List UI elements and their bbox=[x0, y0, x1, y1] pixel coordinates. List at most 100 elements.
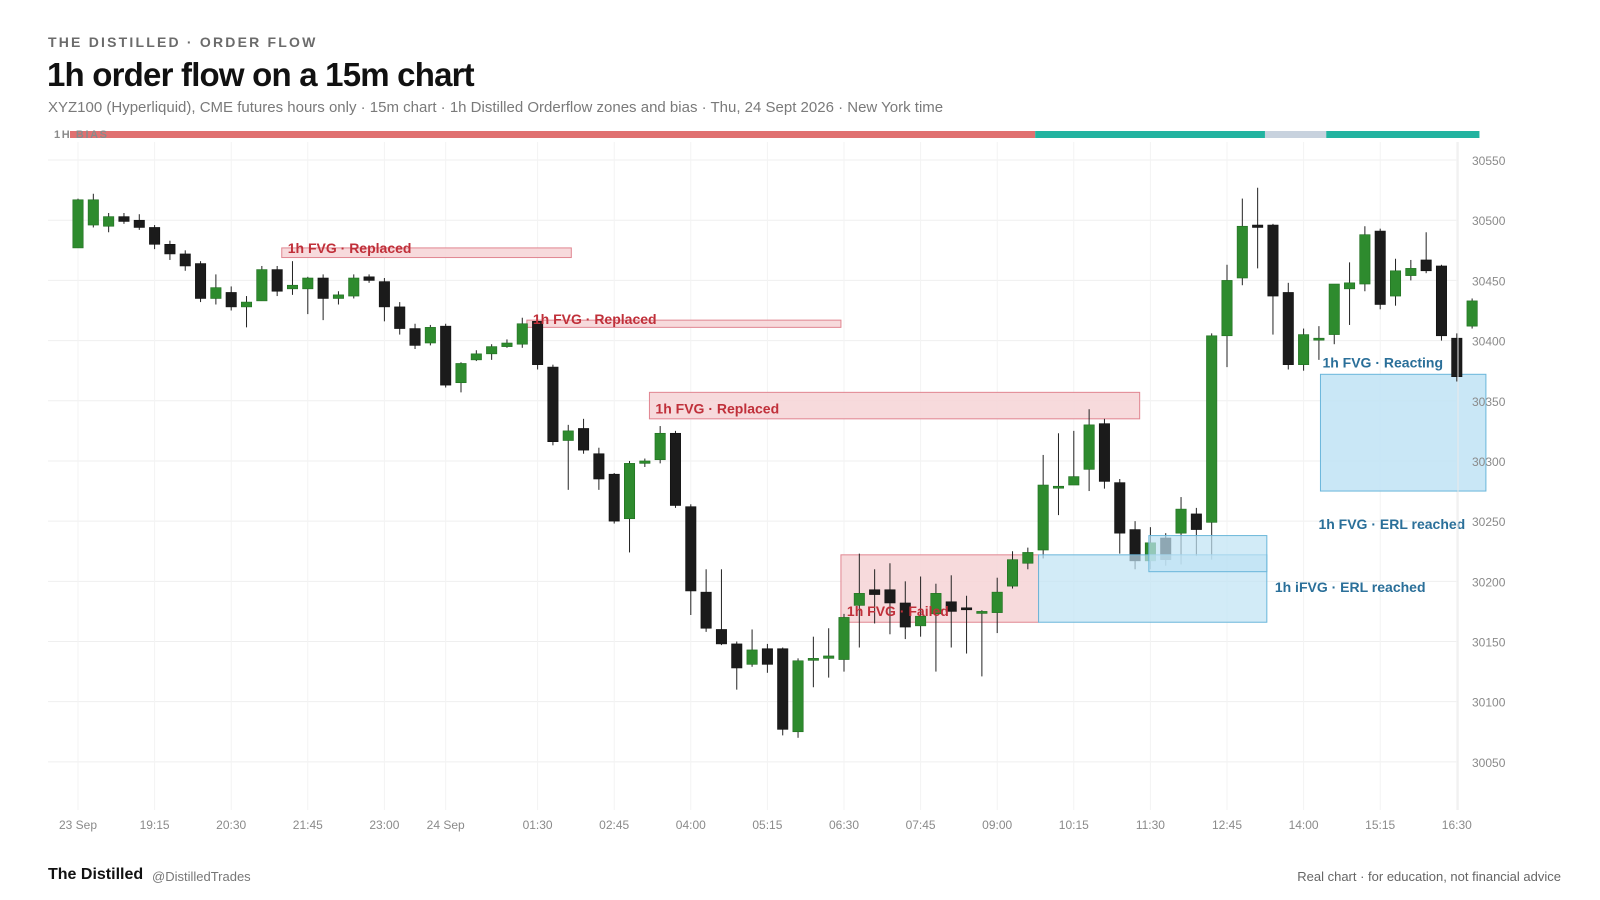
candle-bearish bbox=[1374, 230, 1386, 305]
candle-bearish bbox=[869, 589, 881, 595]
brand-handle: @DistilledTrades bbox=[152, 869, 251, 884]
brand-name: The Distilled bbox=[48, 866, 144, 883]
candle-bearish bbox=[195, 263, 207, 299]
zone-layer bbox=[281, 247, 1487, 623]
candle-bullish bbox=[976, 611, 988, 614]
candle-bullish bbox=[654, 432, 666, 461]
candle-bullish bbox=[1083, 424, 1095, 470]
candle-bullish bbox=[1359, 234, 1371, 285]
candle-bullish bbox=[424, 327, 436, 344]
candle-bullish bbox=[103, 216, 115, 227]
candle-bearish bbox=[1420, 259, 1432, 272]
bullish-zone-label: 1h FVG · Reacting bbox=[1322, 354, 1443, 370]
y-tick-label: 30350 bbox=[1472, 395, 1506, 409]
x-tick-label: 05:15 bbox=[752, 818, 782, 832]
y-tick-label: 30050 bbox=[1472, 756, 1506, 770]
candle-bearish bbox=[118, 216, 130, 222]
candle-bullish bbox=[455, 363, 467, 384]
candle-bearish bbox=[685, 506, 697, 592]
candle-bullish bbox=[1313, 337, 1325, 341]
candle-bearish bbox=[1451, 337, 1463, 378]
candle-bearish bbox=[669, 432, 681, 506]
bullish-zone-label: 1h FVG · ERL reached bbox=[1318, 516, 1465, 532]
candle-bearish bbox=[1114, 482, 1126, 534]
candle-bullish bbox=[838, 617, 850, 660]
candle-bullish bbox=[823, 655, 835, 659]
x-tick-label: 21:45 bbox=[293, 818, 323, 832]
candle-bullish bbox=[746, 649, 758, 665]
candle-bullish bbox=[853, 593, 865, 606]
candle-bullish bbox=[1344, 282, 1356, 290]
x-tick-label: 09:00 bbox=[982, 818, 1012, 832]
x-tick-label: 04:00 bbox=[676, 818, 706, 832]
candle-bearish bbox=[761, 648, 773, 665]
candle-bearish bbox=[133, 219, 145, 228]
candle-bullish bbox=[807, 658, 819, 661]
candle-bullish bbox=[241, 301, 253, 308]
candle-bearish bbox=[899, 602, 911, 628]
zone-label-layer: 1h FVG · Replaced 1h FVG · Replaced 1h FVG… bbox=[288, 240, 1465, 619]
bias-segment-bearish bbox=[70, 131, 1036, 138]
candle-bullish bbox=[1037, 484, 1049, 551]
candle-bullish bbox=[1328, 283, 1340, 335]
candle-bullish bbox=[87, 199, 99, 226]
x-tick-label: 10:15 bbox=[1059, 818, 1089, 832]
y-tick-label: 30250 bbox=[1472, 515, 1506, 529]
y-tick-label: 30150 bbox=[1472, 635, 1506, 649]
x-tick-label: 11:30 bbox=[1136, 818, 1165, 832]
bias-segment-bullish bbox=[1326, 131, 1480, 138]
candle-bullish bbox=[562, 430, 574, 441]
candle-bearish bbox=[945, 601, 957, 612]
y-tick-label: 30450 bbox=[1472, 274, 1506, 288]
candle-bullish bbox=[348, 277, 360, 297]
candle-bearish bbox=[884, 589, 896, 604]
candle-bullish bbox=[72, 199, 84, 249]
candle-bearish bbox=[700, 591, 712, 629]
bias-label: 1H BIAS bbox=[54, 129, 109, 141]
candle-bearish bbox=[715, 629, 727, 645]
candle-bullish bbox=[1206, 335, 1218, 523]
candle-bearish bbox=[164, 244, 176, 255]
x-tick-label: 20:30 bbox=[216, 818, 246, 832]
candle-bullish bbox=[624, 463, 636, 520]
candle-bearish bbox=[394, 306, 406, 329]
candle-bullish bbox=[1221, 280, 1233, 337]
candle-bearish bbox=[271, 269, 283, 292]
candle-bearish bbox=[547, 366, 559, 442]
y-tick-label: 30550 bbox=[1472, 154, 1506, 168]
candle-bearish bbox=[378, 281, 390, 308]
x-tick-label: 16:30 bbox=[1442, 818, 1472, 832]
disclaimer: Real chart · for education, not financia… bbox=[1297, 869, 1561, 884]
candle-bearish bbox=[440, 325, 452, 386]
bearish-fvg-zone bbox=[281, 247, 572, 259]
bearish-zone-label: 1h FVG · Replaced bbox=[655, 400, 779, 416]
candle-bearish bbox=[149, 227, 161, 245]
bias-segment-neutral bbox=[1264, 131, 1327, 138]
candle-bullish bbox=[1236, 225, 1248, 279]
bearish-zone-label: 1h FVG · Replaced bbox=[533, 311, 657, 327]
candle-bearish bbox=[1190, 513, 1202, 530]
x-tick-label: 23 Sep bbox=[59, 818, 97, 832]
bearish-fvg-zone bbox=[648, 391, 1141, 420]
candle-bullish bbox=[1466, 300, 1478, 327]
candle-bullish bbox=[286, 284, 298, 290]
candle-bullish bbox=[210, 287, 222, 299]
candle-bullish bbox=[1007, 559, 1019, 587]
candle-bearish bbox=[578, 428, 590, 451]
chart-subtitle: XYZ100 (Hyperliquid), CME futures hours … bbox=[48, 99, 944, 116]
candle-bullish bbox=[501, 342, 513, 347]
candle-bullish bbox=[1405, 268, 1417, 276]
candle-bullish bbox=[1175, 508, 1187, 534]
candle-bullish bbox=[792, 660, 804, 733]
bearish-zone-label: 1h FVG · Failed bbox=[847, 603, 949, 619]
x-tick-label: 15:15 bbox=[1365, 818, 1395, 832]
candle-bullish bbox=[639, 460, 651, 464]
candle-bullish bbox=[915, 615, 927, 627]
candle-bullish bbox=[991, 591, 1003, 613]
candle-bearish bbox=[731, 643, 743, 669]
candle-bullish bbox=[256, 269, 268, 302]
candle-bullish bbox=[332, 294, 344, 299]
x-tick-label: 02:45 bbox=[599, 818, 629, 832]
x-tick-label: 19:15 bbox=[140, 818, 170, 832]
